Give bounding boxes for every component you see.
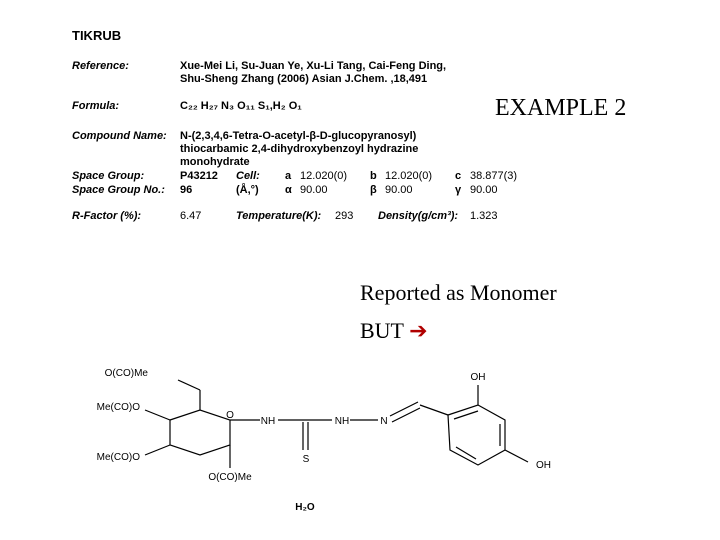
space-group-no-value: 96 — [180, 184, 192, 196]
arrow-icon: ➔ — [409, 318, 427, 343]
example-badge: EXAMPLE 2 — [495, 95, 626, 122]
rfactor-value: 6.47 — [180, 210, 201, 222]
label-mecoo-1: Me(CO)O — [97, 402, 141, 413]
cell-a: 12.020(0) — [300, 170, 347, 182]
note-but: BUT ➔ — [360, 318, 428, 344]
label-oco-me-top: O(CO)Me — [105, 368, 149, 379]
chemical-structure: O(CO)Me Me(CO)O Me(CO)O O(CO)Me O NH NH … — [60, 350, 560, 530]
db-code: TIKRUB — [72, 28, 121, 43]
formula-value: C₂₂ H₂₇ N₃ O₁₁ S₁,H₂ O₁ — [180, 100, 302, 112]
label-oh-bottom: OH — [536, 460, 551, 471]
cell-gamma-label: γ — [455, 184, 461, 196]
cell-unit: (Å,°) — [236, 184, 259, 196]
label-n: N — [380, 416, 387, 427]
space-group-no-label: Space Group No.: — [72, 184, 165, 196]
space-group-value: P43212 — [180, 170, 218, 182]
label-h2o: H₂O — [295, 502, 315, 513]
label-oh-top: OH — [471, 372, 486, 383]
space-group-label: Space Group: — [72, 170, 144, 182]
label-mecoo-2: Me(CO)O — [97, 452, 141, 463]
formula-label: Formula: — [72, 100, 119, 112]
density-label: Density(g/cm³): — [378, 210, 458, 222]
note-but-text: BUT — [360, 318, 409, 343]
rfactor-label: R-Factor (%): — [72, 210, 141, 222]
cell-label: Cell: — [236, 170, 260, 182]
label-s: S — [303, 454, 310, 465]
cell-c: 38.877(3) — [470, 170, 517, 182]
note-monomer: Reported as Monomer — [360, 280, 557, 306]
cell-alpha: 90.00 — [300, 184, 328, 196]
cell-gamma: 90.00 — [470, 184, 498, 196]
label-oco-me-bottom: O(CO)Me — [208, 472, 252, 483]
cell-b: 12.020(0) — [385, 170, 432, 182]
label-o-ring: O — [226, 410, 234, 421]
cell-b-label: b — [370, 170, 377, 182]
density-value: 1.323 — [470, 210, 498, 222]
temperature-label: Temperature(K): — [236, 210, 321, 222]
compound-value: N-(2,3,4,6-Tetra-O-acetyl-β-D-glucopyran… — [180, 130, 480, 169]
temperature-value: 293 — [335, 210, 353, 222]
reference-label: Reference: — [72, 60, 129, 72]
cell-beta-label: β — [370, 184, 377, 196]
cell-a-label: a — [285, 170, 291, 182]
label-nh1: NH — [261, 416, 275, 427]
cell-c-label: c — [455, 170, 461, 182]
reference-value: Xue-Mei Li, Su-Juan Ye, Xu-Li Tang, Cai-… — [180, 60, 460, 86]
cell-beta: 90.00 — [385, 184, 413, 196]
compound-label: Compound Name: — [72, 130, 167, 142]
cell-alpha-label: α — [285, 184, 292, 196]
label-nh2: NH — [335, 416, 349, 427]
